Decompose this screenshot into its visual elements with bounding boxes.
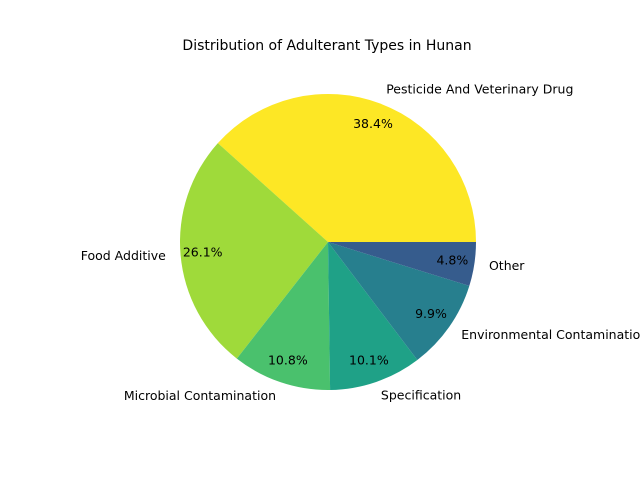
slice-labels: Pesticide And Veterinary Drug Food Additi…	[81, 81, 640, 402]
slice-percent-label: 10.1%	[349, 352, 389, 367]
pie-slice-other	[328, 242, 476, 286]
pie-slice-food-additive	[179, 143, 328, 359]
slice-percent-label: 38.4%	[353, 116, 393, 131]
slice-percent-label: 9.9%	[415, 306, 447, 321]
slice-label: Pesticide And Veterinary Drug	[386, 81, 573, 96]
slice-percent-labels: 38.4% 26.1% 10.8% 10.1% 9.9% 4.8%	[183, 116, 469, 368]
chart-title: Distribution of Adulterant Types in Huna…	[182, 38, 471, 54]
slice-percent-label: 26.1%	[183, 245, 223, 260]
slice-label: Food Additive	[81, 248, 166, 263]
slice-label: Other	[489, 258, 525, 273]
pie-slices	[179, 93, 477, 390]
pie-slice-specification	[328, 242, 418, 390]
slice-label: Environmental Contamination	[461, 327, 640, 342]
pie-slice-pesticide-and-veterinary-drug	[217, 93, 477, 242]
slice-label: Specification	[381, 387, 461, 402]
pie-slice-environmental-contamination	[328, 242, 470, 360]
slice-percent-label: 4.8%	[436, 252, 468, 267]
pie-slice-microbial-contamination	[236, 242, 331, 390]
slice-label: Microbial Contamination	[124, 388, 276, 403]
slice-percent-label: 10.8%	[268, 353, 308, 368]
